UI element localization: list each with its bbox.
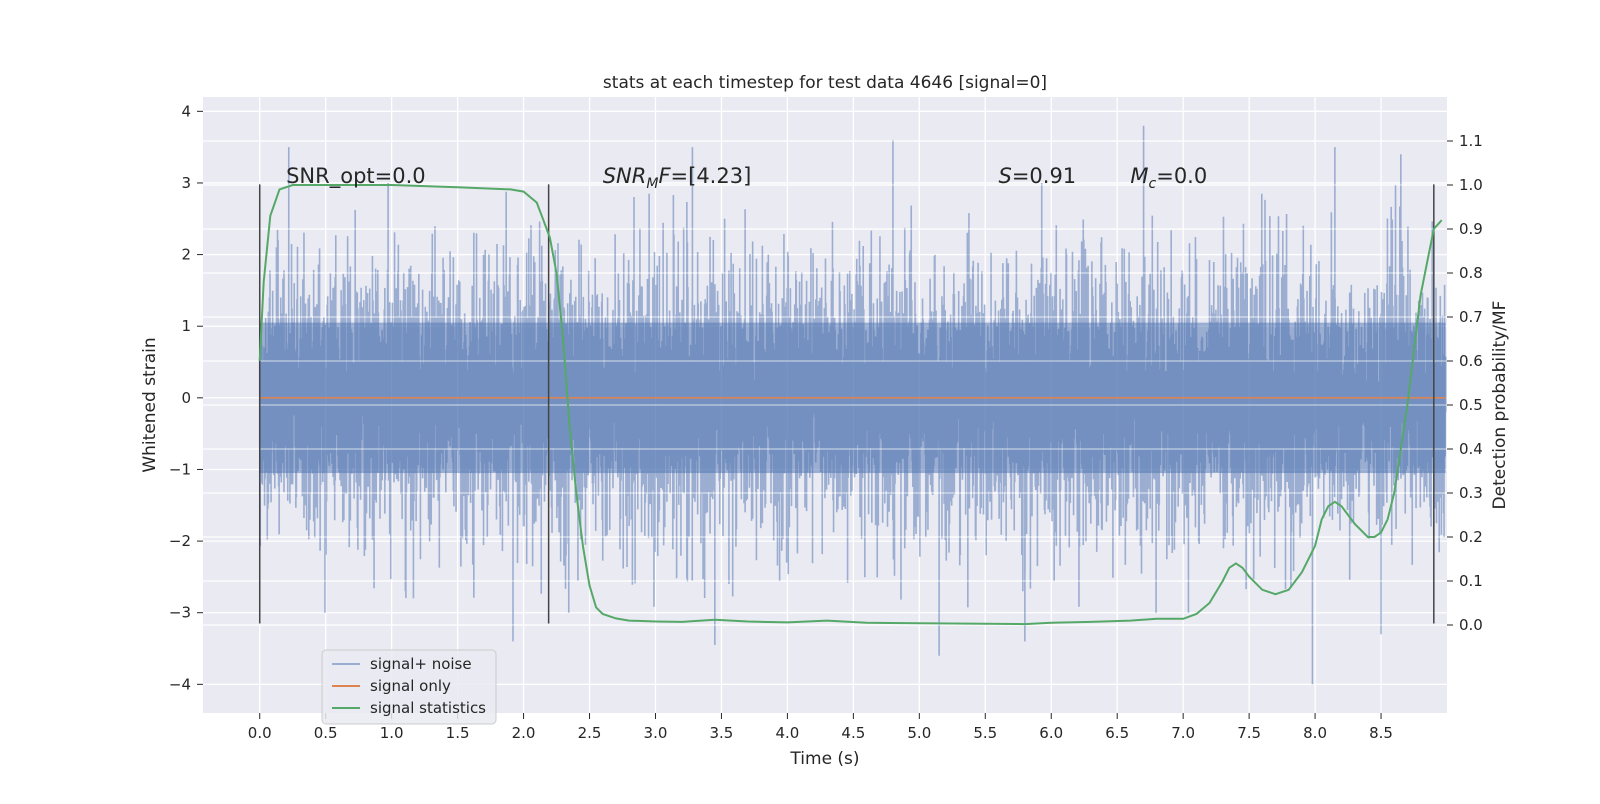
signal-statistics-series: [258, 184, 1443, 626]
annotation-text: SNR_opt=0.0: [286, 164, 426, 189]
y-axis-left-label: Whitened strain: [140, 337, 160, 472]
x-tick-label: 6.0: [1039, 724, 1063, 742]
x-tick-label: 8.0: [1303, 724, 1327, 742]
y-left-tick-label: 1: [181, 317, 191, 335]
x-tick-label: 2.5: [578, 724, 602, 742]
legend: signal+ noise signal only signal statistic…: [321, 649, 497, 725]
y-right-tick-label: 0.8: [1459, 264, 1483, 282]
y-right-tick-label: 0.2: [1459, 528, 1483, 546]
annotation-layer: SNR_opt=0.0 SNRMF=[4.23] S=0.91 Mc=0.0: [286, 164, 1207, 192]
annotation-text: Mc=0.0: [1130, 164, 1207, 192]
x-tick-label: 6.5: [1105, 724, 1129, 742]
x-tick-label: 5.0: [907, 724, 931, 742]
x-tick-label: 1.0: [380, 724, 404, 742]
x-tick-label: 3.0: [644, 724, 668, 742]
y-right-tick-label: 0.4: [1459, 440, 1483, 458]
axis-layer: 0.0 0.5 1.0 1.5 2.0 2.5 3.0 3.5 4.0 4.5 5.0 5.5 6.0 6…: [169, 102, 1483, 742]
y-right-tick-label: 1.1: [1459, 132, 1483, 150]
x-axis-label: Time (s): [789, 749, 859, 769]
y-axis-right-label: Detection probability/MF: [1490, 301, 1510, 510]
x-tick-label: 0.0: [248, 724, 272, 742]
legend-label: signal statistics: [370, 699, 486, 717]
x-tick-label: 5.5: [973, 724, 997, 742]
annotation-text: S=0.91: [998, 164, 1076, 188]
y-left-tick-label: 4: [181, 102, 191, 120]
y-left-tick-label: −1: [169, 460, 191, 478]
y-right-tick-label: 0.7: [1459, 308, 1483, 326]
annotation-text: SNRMF=[4.23]: [603, 164, 752, 192]
chart-title: stats at each timestep for test data 464…: [603, 73, 1047, 93]
x-tick-label: 7.5: [1237, 724, 1261, 742]
x-tick-label: 4.5: [841, 724, 865, 742]
x-tick-label: 3.5: [710, 724, 734, 742]
y-right-tick-label: 0.0: [1459, 616, 1483, 634]
x-tick-label: 1.5: [446, 724, 470, 742]
y-right-tick-label: 0.6: [1459, 352, 1483, 370]
y-right-tick-label: 0.5: [1459, 396, 1483, 414]
legend-label: signal only: [370, 677, 451, 695]
y-left-tick-label: 0: [181, 389, 191, 407]
x-tick-label: 4.0: [775, 724, 799, 742]
y-right-tick-label: 0.3: [1459, 484, 1483, 502]
x-tick-label: 0.5: [314, 724, 338, 742]
y-left-tick-label: −3: [169, 604, 191, 622]
y-right-tick-label: 1.0: [1459, 176, 1483, 194]
legend-label: signal+ noise: [370, 655, 472, 673]
x-tick-label: 8.5: [1369, 724, 1393, 742]
legend-box: [321, 649, 497, 725]
y-left-tick-label: −2: [169, 532, 191, 550]
overlay-layer: [258, 140, 1446, 626]
x-tick-label: 7.0: [1171, 724, 1195, 742]
x-tick-label: 2.0: [512, 724, 536, 742]
y-right-tick-label: 0.1: [1459, 572, 1483, 590]
y-left-tick-label: 3: [181, 174, 191, 192]
y-left-tick-label: −4: [169, 675, 191, 693]
y-left-tick-label: 2: [181, 246, 191, 264]
y-right-tick-label: 0.9: [1459, 220, 1483, 238]
